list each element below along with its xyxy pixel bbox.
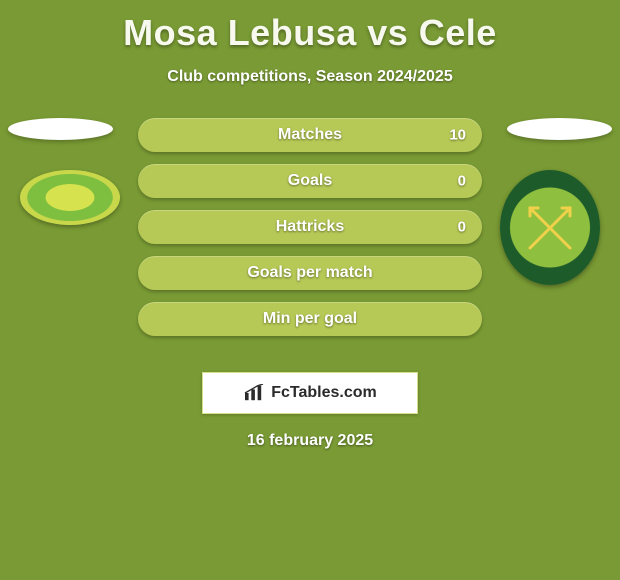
stat-label: Goals [288, 172, 332, 190]
player-silhouette-right [507, 118, 612, 140]
watermark-text: FcTables.com [271, 384, 377, 402]
stat-row-matches: Matches 10 [138, 118, 482, 152]
club-crest-left [20, 170, 120, 225]
player-silhouette-left [8, 118, 113, 140]
stat-label: Hattricks [276, 218, 344, 236]
stat-row-hattricks: Hattricks 0 [138, 210, 482, 244]
stat-label: Goals per match [247, 264, 372, 282]
stat-row-goals-per-match: Goals per match [138, 256, 482, 290]
stat-value-right: 10 [449, 127, 466, 144]
watermark-badge: FcTables.com [202, 372, 418, 414]
stat-label: Min per goal [263, 310, 357, 328]
date-text: 16 february 2025 [0, 432, 620, 450]
bar-chart-icon [243, 384, 265, 402]
comparison-panel: Matches 10 Goals 0 Hattricks 0 Goals per… [0, 118, 620, 358]
stat-value-right: 0 [458, 219, 466, 236]
club-crest-right [500, 170, 600, 285]
stat-value-right: 0 [458, 173, 466, 190]
arrows-icon [520, 198, 580, 258]
page-title: Mosa Lebusa vs Cele [0, 0, 620, 54]
stat-label: Matches [278, 126, 342, 144]
subtitle: Club competitions, Season 2024/2025 [0, 68, 620, 86]
stat-row-min-per-goal: Min per goal [138, 302, 482, 336]
stat-row-goals: Goals 0 [138, 164, 482, 198]
stat-rows: Matches 10 Goals 0 Hattricks 0 Goals per… [138, 118, 482, 348]
